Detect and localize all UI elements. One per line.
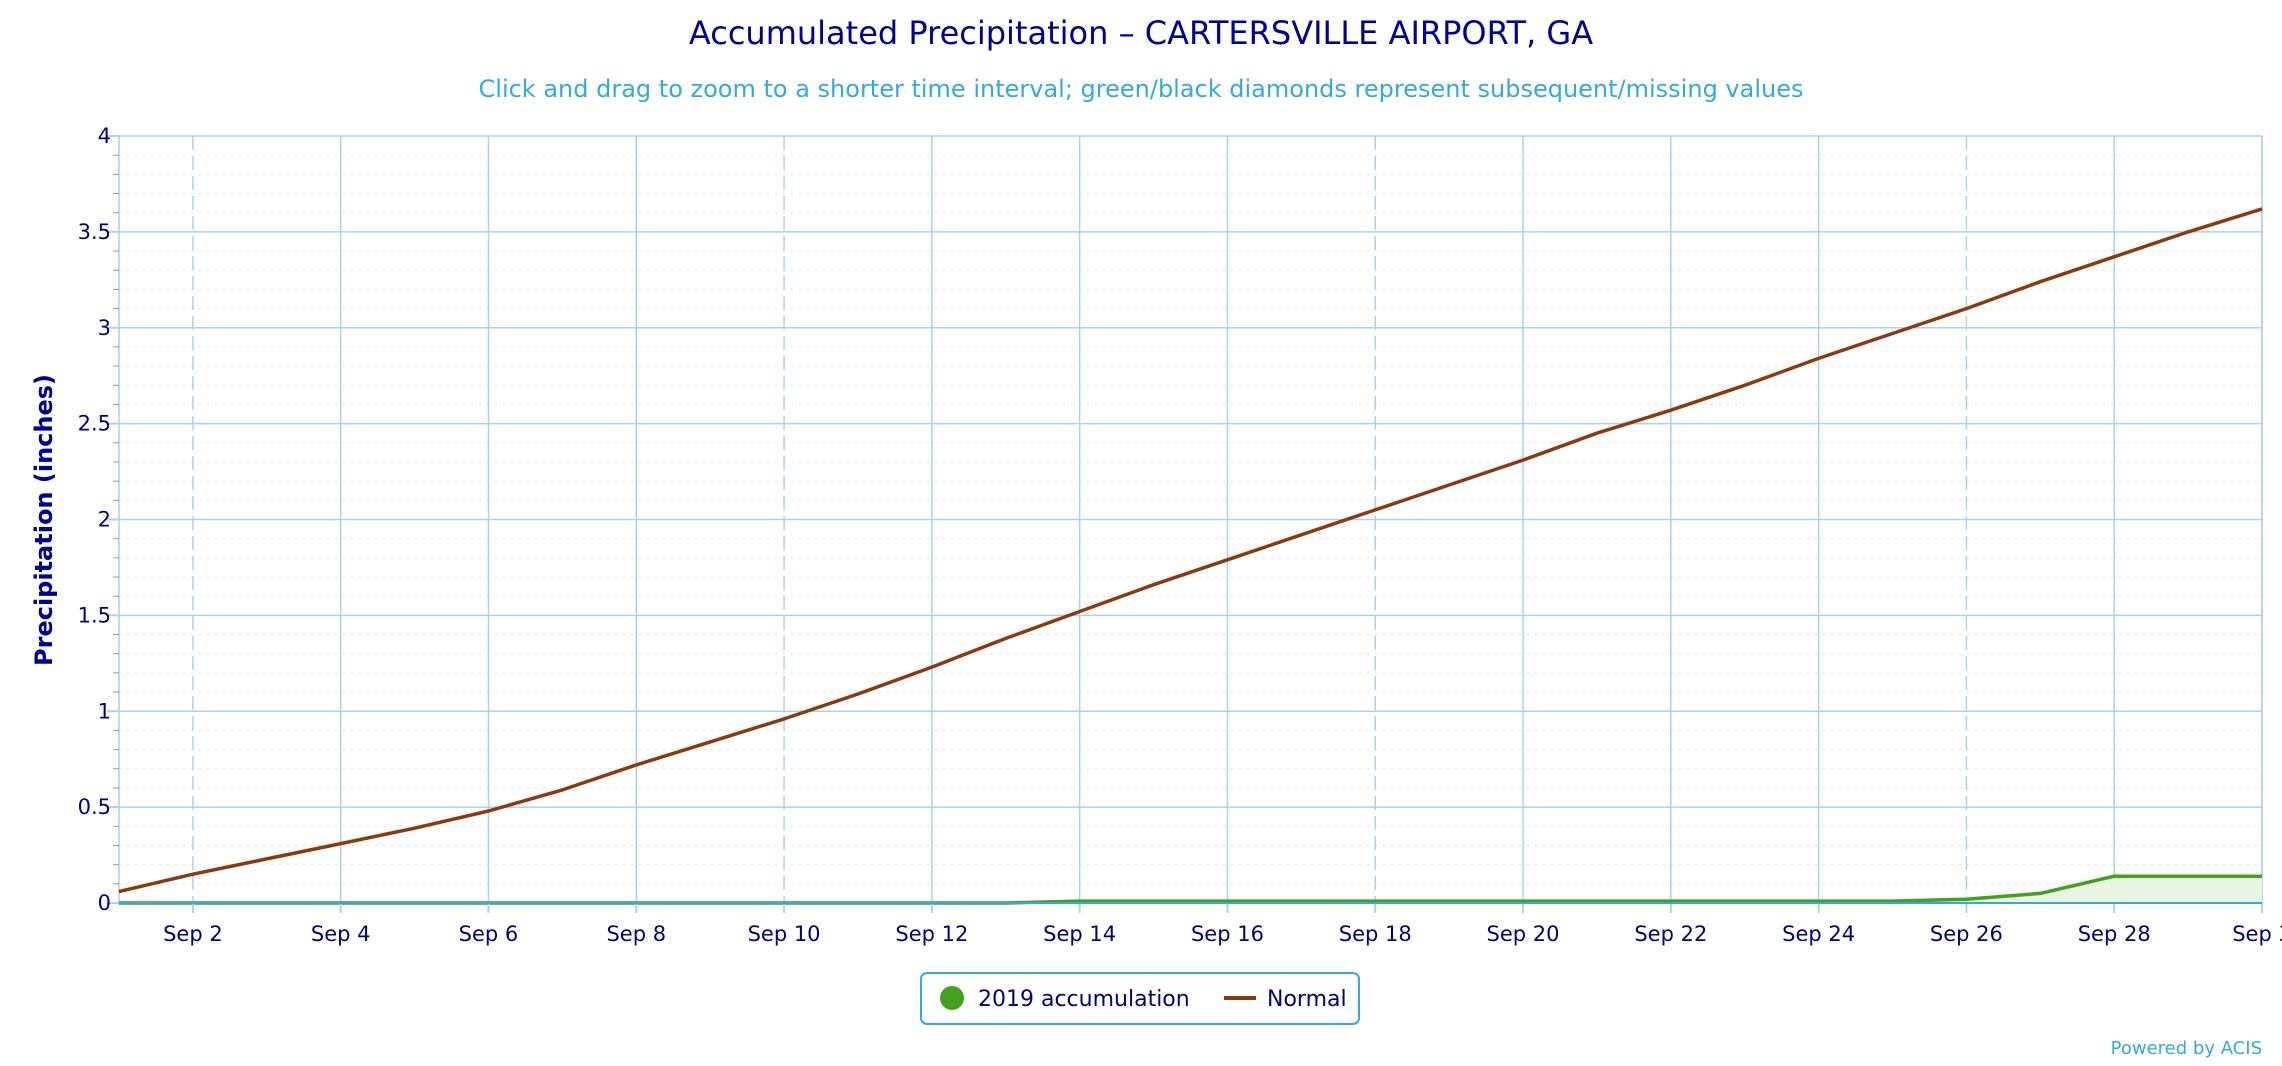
legend[interactable]: 2019 accumulation Normal <box>920 972 1360 1025</box>
legend-label: Normal <box>1267 987 1347 1012</box>
x-tick-label: Sep 10 <box>748 922 821 946</box>
y-tick-label: 1 <box>98 699 111 723</box>
series-line-normal[interactable] <box>118 207 2263 894</box>
x-tick-label: Sep 28 <box>2078 922 2151 946</box>
y-tick-label: 3 <box>98 316 111 340</box>
credits-link[interactable]: Powered by ACIS <box>2111 1038 2262 1059</box>
x-tick-label: Sep 26 <box>1930 922 2003 946</box>
x-tick-label: Sep 20 <box>1487 922 1560 946</box>
series-area-2019-accumulation <box>119 876 2262 903</box>
y-axis-title: Precipitation (inches) <box>30 374 58 666</box>
legend-box <box>920 972 1360 1025</box>
legend-label: 2019 accumulation <box>978 987 1190 1012</box>
x-tick-label: Sep 22 <box>1634 922 1707 946</box>
y-tick-label: 0 <box>98 891 111 915</box>
x-axis: Sep 2 Sep 4 Sep 6 Sep 8 Sep 10 Sep 12 Sep 14 Se… <box>119 902 2282 946</box>
x-tick-label: Sep 3 <box>2232 922 2282 946</box>
legend-item-normal[interactable]: Normal <box>1224 987 1347 1012</box>
x-tick-label: Sep 18 <box>1339 922 1412 946</box>
x-tick-label: Sep 12 <box>895 922 968 946</box>
x-tick-label: Sep 4 <box>311 922 371 946</box>
x-tick-label: Sep 14 <box>1043 922 1116 946</box>
y-tick-label: 3.5 <box>78 220 111 244</box>
x-tick-label: Sep 2 <box>163 922 223 946</box>
chart-title: Accumulated Precipitation – CARTERSVILLE… <box>689 14 1593 52</box>
y-tick-label: 2.5 <box>78 412 111 436</box>
series-line-2019-accumulation[interactable] <box>119 874 2262 905</box>
legend-item-2019-accumulation[interactable]: 2019 accumulation <box>940 986 1190 1012</box>
y-tick-label: 0.5 <box>78 795 111 819</box>
y-tick-label: 1.5 <box>78 603 111 627</box>
x-tick-label: Sep 24 <box>1782 922 1855 946</box>
chart-subtitle: Click and drag to zoom to a shorter time… <box>479 75 1804 103</box>
x-tick-label: Sep 16 <box>1191 922 1264 946</box>
series-layer <box>118 207 2263 905</box>
x-tick-label: Sep 6 <box>459 922 519 946</box>
y-tick-label: 4 <box>98 124 111 148</box>
circle-icon <box>940 986 964 1010</box>
x-tick-label: Sep 8 <box>606 922 666 946</box>
y-axis: 0 0.5 1 1.5 2 2.5 3 3.5 4 <box>78 124 119 915</box>
y-tick-label: 2 <box>98 508 111 532</box>
